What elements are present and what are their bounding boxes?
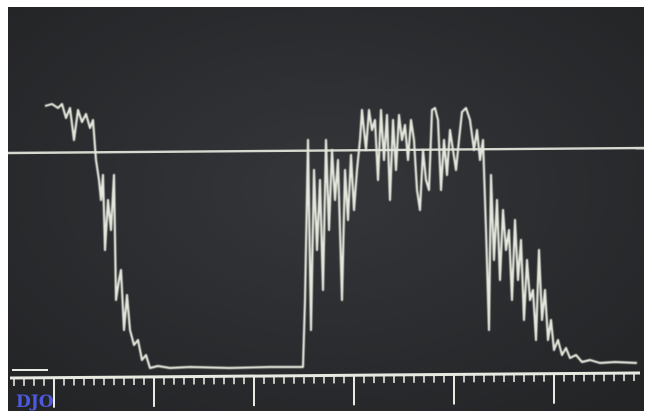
- screen-label: DJO: [16, 392, 54, 412]
- page: {"screen": {"label": "DJO"}} DJO (() => …: [0, 0, 652, 417]
- oscilloscope-photo: DJO: [0, 0, 652, 417]
